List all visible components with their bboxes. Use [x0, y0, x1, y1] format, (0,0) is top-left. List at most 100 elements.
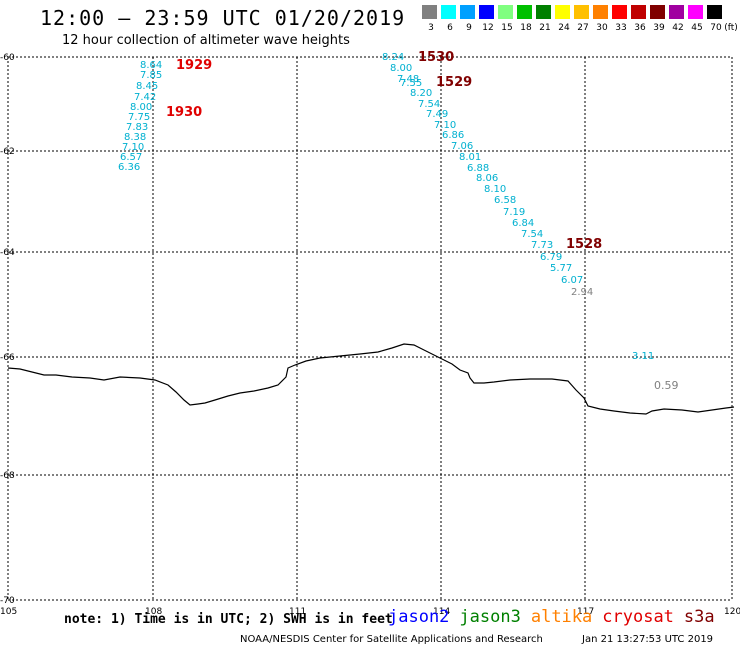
- legend-swatch-70: [707, 5, 723, 19]
- legend-unit: (ft): [724, 23, 738, 33]
- pass-time-label: 1529: [436, 75, 472, 90]
- credit-line: NOAA/NESDIS Center for Satellite Applica…: [240, 634, 543, 645]
- coastline: [7, 343, 735, 415]
- swh-value: 8.45: [136, 81, 158, 92]
- legend-label-21: 21: [539, 23, 551, 33]
- swh-value: 8.01: [459, 152, 481, 163]
- lon-tick-label: 120: [724, 607, 740, 617]
- legend-swatch-21: [536, 5, 552, 19]
- legend-swatch-27: [574, 5, 590, 19]
- swh-value: 7.10: [434, 120, 456, 131]
- satellite-key: jason2 jason3 altika cryosat s3a: [388, 607, 725, 627]
- legend-swatch-33: [612, 5, 628, 19]
- legend-swatch-12: [479, 5, 495, 19]
- swh-value: 8.10: [484, 184, 506, 195]
- swh-value: 8.20: [410, 88, 432, 99]
- antarctic-coastline: [7, 343, 735, 415]
- swh-value: 3.11: [632, 351, 654, 362]
- swh-value: 7.83: [126, 122, 148, 133]
- satellite-label-cryosat: cryosat: [602, 607, 674, 627]
- legend-swatch-36: [631, 5, 647, 19]
- swh-value: 8.00: [130, 102, 152, 113]
- legend-label-24: 24: [558, 23, 570, 33]
- lat-tick-label: -64: [0, 248, 15, 258]
- pass-time-label: 1930: [166, 105, 202, 120]
- lat-tick-label: -68: [0, 471, 15, 481]
- lon-tick-label: 111: [289, 607, 306, 617]
- legend-label-42: 42: [672, 23, 684, 33]
- swh-value: 6.79: [540, 252, 562, 263]
- legend-label-27: 27: [577, 23, 589, 33]
- footer-note: note: 1) Time is in UTC; 2) SWH is in fe…: [64, 612, 393, 627]
- swh-value: 8.00: [390, 63, 412, 74]
- lon-tick-label: 105: [0, 607, 17, 617]
- swh-value: 8.64: [140, 60, 162, 71]
- swh-value: 7.73: [531, 240, 553, 251]
- legend-swatch-24: [555, 5, 571, 19]
- swh-value: 6.57: [120, 152, 142, 163]
- generated-timestamp: Jan 21 13:27:53 UTC 2019: [582, 634, 714, 645]
- satellite-label-s3a: s3a: [683, 607, 715, 627]
- legend-swatch-42: [669, 5, 685, 19]
- legend-label-36: 36: [634, 23, 646, 33]
- legend-label-45: 45: [691, 23, 703, 33]
- swh-value: 7.06: [451, 141, 473, 152]
- swh-value: 6.36: [118, 162, 140, 173]
- legend-swatch-30: [593, 5, 609, 19]
- satellite-label-jason3: jason3: [459, 607, 521, 627]
- swh-value: 8.06: [476, 173, 498, 184]
- swh-value: 7.75: [128, 112, 150, 123]
- legend-label-39: 39: [653, 23, 665, 33]
- lat-tick-label: -62: [0, 147, 15, 157]
- lat-tick-label: -66: [0, 353, 15, 363]
- satellite-label-altika: altika: [530, 607, 593, 627]
- chart-title: 12:00 – 23:59 UTC 01/20/2019: [40, 6, 406, 30]
- legend-swatch-39: [650, 5, 666, 19]
- lat-tick-label: -70: [0, 596, 15, 606]
- chart-subtitle: 12 hour collection of altimeter wave hei…: [62, 33, 350, 48]
- legend-label-15: 15: [501, 23, 513, 33]
- swh-value: 7.54: [521, 229, 543, 240]
- legend-label-70: 70: [710, 23, 722, 33]
- legend-swatch-9: [460, 5, 476, 19]
- legend-label-3: 3: [428, 23, 434, 33]
- swh-value: 5.77: [550, 263, 572, 274]
- pass-time-label: 1528: [566, 237, 602, 252]
- swh-value: 7.49: [426, 109, 448, 120]
- lon-tick-label: 108: [145, 607, 162, 617]
- legend-label-30: 30: [596, 23, 608, 33]
- legend-swatch-18: [517, 5, 533, 19]
- swh-value: 6.88: [467, 163, 489, 174]
- legend-label-33: 33: [615, 23, 627, 33]
- swh-value: 7.42: [134, 92, 156, 103]
- swh-value: 6.86: [442, 130, 464, 141]
- legend-swatch-6: [441, 5, 457, 19]
- wave-height-legend: 3 6 9 12 15 18 21 24 27 30 33 36 39 42 45 70 (ft): [422, 5, 740, 39]
- swh-value: 7.55: [400, 78, 422, 89]
- legend-swatch-3: [422, 5, 438, 19]
- swh-value: 7.19: [503, 207, 525, 218]
- lat-tick-label: -60: [0, 53, 15, 63]
- swh-value: 8.38: [124, 132, 146, 143]
- swh-value: 2.94: [571, 287, 593, 298]
- altimeter-observations: 8.647.858.457.428.007.757.838.387.106.57…: [118, 50, 679, 392]
- swh-value: 7.85: [140, 70, 162, 81]
- legend-label-18: 18: [520, 23, 532, 33]
- swh-value: 6.58: [494, 195, 516, 206]
- satellite-label-jason2: jason2: [388, 607, 450, 627]
- swh-value: 7.10: [122, 142, 144, 153]
- lat-lon-gridlines: [7, 56, 733, 601]
- legend-label-6: 6: [447, 23, 453, 33]
- lon-tick-label: 117: [577, 607, 594, 617]
- legend-label-12: 12: [482, 23, 494, 33]
- lon-tick-label: 114: [433, 607, 450, 617]
- swh-value: 7.48: [397, 74, 419, 85]
- pass-time-label: 1530: [418, 50, 454, 65]
- swh-value: 6.84: [512, 218, 534, 229]
- swh-value: 7.54: [418, 99, 440, 110]
- legend-label-9: 9: [466, 23, 472, 33]
- pass-time-label: 1929: [176, 58, 212, 73]
- legend-swatch-45: [688, 5, 704, 19]
